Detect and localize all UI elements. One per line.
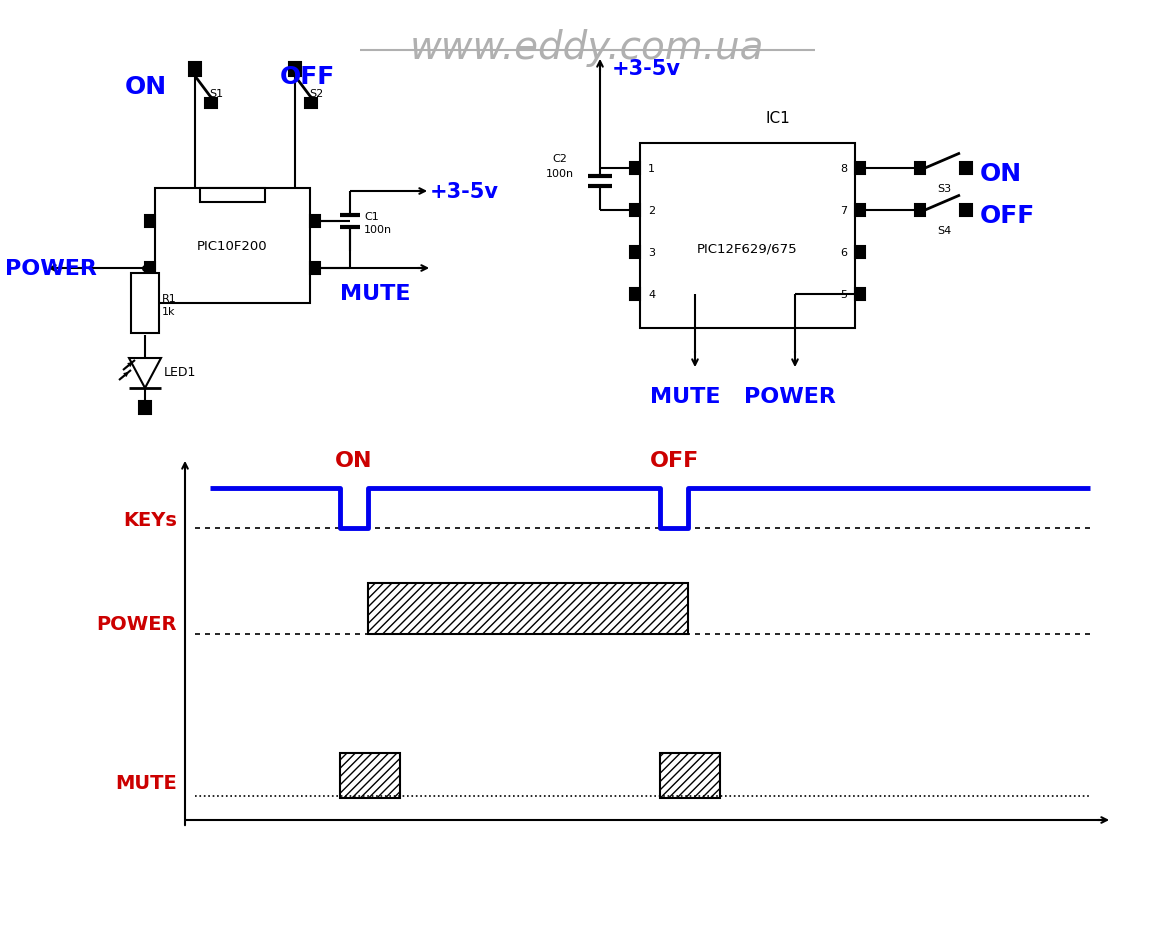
Text: MUTE: MUTE bbox=[340, 284, 411, 303]
Bar bbox=[915, 162, 925, 174]
Text: 3: 3 bbox=[648, 248, 655, 258]
Bar bbox=[855, 162, 865, 174]
Text: 1: 1 bbox=[648, 164, 655, 174]
Bar bbox=[155, 188, 310, 303]
Text: S3: S3 bbox=[937, 184, 951, 194]
Text: PIC12F629/675: PIC12F629/675 bbox=[697, 241, 798, 254]
Bar bbox=[855, 247, 865, 259]
Bar bbox=[660, 754, 720, 798]
Text: LED1: LED1 bbox=[164, 367, 196, 380]
Bar bbox=[630, 289, 640, 301]
Bar bbox=[915, 205, 925, 217]
Text: C1: C1 bbox=[364, 212, 379, 222]
Text: POWER: POWER bbox=[744, 387, 836, 406]
Bar bbox=[289, 63, 301, 77]
Text: www.eddy.com.ua: www.eddy.com.ua bbox=[410, 29, 764, 67]
Polygon shape bbox=[129, 358, 161, 389]
Bar bbox=[200, 188, 265, 203]
Bar bbox=[189, 63, 201, 77]
Text: 6: 6 bbox=[841, 248, 846, 258]
Bar bbox=[367, 584, 688, 635]
Bar bbox=[960, 205, 972, 217]
Text: KEYs: KEYs bbox=[123, 511, 177, 530]
Bar bbox=[146, 216, 155, 227]
Bar bbox=[340, 754, 400, 798]
Text: 4: 4 bbox=[648, 290, 655, 300]
Bar bbox=[855, 289, 865, 301]
Text: MUTE: MUTE bbox=[649, 387, 721, 406]
Text: C2: C2 bbox=[553, 154, 567, 164]
Text: +3-5v: +3-5v bbox=[612, 59, 681, 79]
Text: ON: ON bbox=[336, 450, 373, 470]
Text: 5: 5 bbox=[841, 290, 846, 300]
Text: 2: 2 bbox=[648, 206, 655, 216]
Text: ON: ON bbox=[980, 161, 1023, 186]
Text: 1k: 1k bbox=[162, 306, 175, 316]
Text: OFF: OFF bbox=[281, 65, 336, 89]
Bar bbox=[310, 216, 321, 227]
Text: S1: S1 bbox=[209, 89, 223, 99]
Text: 7: 7 bbox=[839, 206, 846, 216]
Text: S2: S2 bbox=[309, 89, 323, 99]
Bar bbox=[855, 205, 865, 217]
Text: S4: S4 bbox=[937, 226, 951, 236]
Text: OFF: OFF bbox=[980, 204, 1035, 227]
Bar bbox=[139, 402, 151, 415]
Bar bbox=[310, 263, 321, 275]
Bar bbox=[630, 205, 640, 217]
Text: 8: 8 bbox=[839, 164, 846, 174]
Bar bbox=[630, 247, 640, 259]
Text: POWER: POWER bbox=[96, 615, 177, 634]
Text: PIC10F200: PIC10F200 bbox=[197, 239, 268, 252]
Bar bbox=[640, 144, 855, 329]
Text: MUTE: MUTE bbox=[115, 774, 177, 793]
Bar bbox=[146, 263, 155, 275]
Bar bbox=[960, 162, 972, 174]
Text: +3-5v: +3-5v bbox=[430, 182, 499, 201]
Text: OFF: OFF bbox=[649, 450, 699, 470]
Bar bbox=[131, 274, 158, 334]
Bar bbox=[630, 162, 640, 174]
Text: 100n: 100n bbox=[546, 169, 574, 179]
Text: R1: R1 bbox=[162, 293, 177, 303]
Text: ON: ON bbox=[124, 75, 167, 99]
Text: POWER: POWER bbox=[5, 259, 97, 278]
Bar bbox=[205, 99, 217, 109]
Bar bbox=[305, 99, 317, 109]
Text: 100n: 100n bbox=[364, 225, 392, 235]
Text: IC1: IC1 bbox=[765, 110, 790, 126]
